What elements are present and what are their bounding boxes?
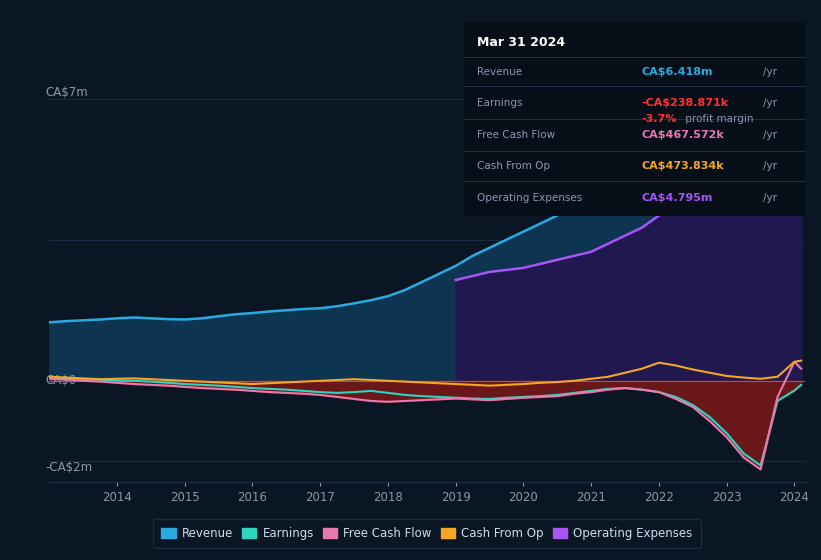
Text: /yr: /yr (764, 67, 777, 77)
Text: Earnings: Earnings (478, 97, 523, 108)
Text: CA$467.572k: CA$467.572k (641, 130, 724, 141)
Text: -CA$2m: -CA$2m (45, 461, 93, 474)
Text: /yr: /yr (764, 97, 777, 108)
Text: -3.7%: -3.7% (641, 114, 677, 124)
Text: Cash From Op: Cash From Op (478, 161, 551, 171)
Text: -CA$238.871k: -CA$238.871k (641, 97, 728, 108)
Text: CA$473.834k: CA$473.834k (641, 161, 723, 171)
Text: CA$0: CA$0 (45, 374, 76, 388)
Text: /yr: /yr (764, 130, 777, 141)
Text: /yr: /yr (764, 161, 777, 171)
Text: CA$7m: CA$7m (45, 86, 88, 99)
Text: profit margin: profit margin (682, 114, 754, 124)
Text: Operating Expenses: Operating Expenses (478, 193, 583, 203)
Text: CA$4.795m: CA$4.795m (641, 193, 713, 203)
Text: CA$6.418m: CA$6.418m (641, 67, 713, 77)
Text: Mar 31 2024: Mar 31 2024 (478, 36, 566, 49)
Text: /yr: /yr (764, 193, 777, 203)
Text: Revenue: Revenue (478, 67, 523, 77)
Legend: Revenue, Earnings, Free Cash Flow, Cash From Op, Operating Expenses: Revenue, Earnings, Free Cash Flow, Cash … (154, 519, 700, 548)
Text: Free Cash Flow: Free Cash Flow (478, 130, 556, 141)
